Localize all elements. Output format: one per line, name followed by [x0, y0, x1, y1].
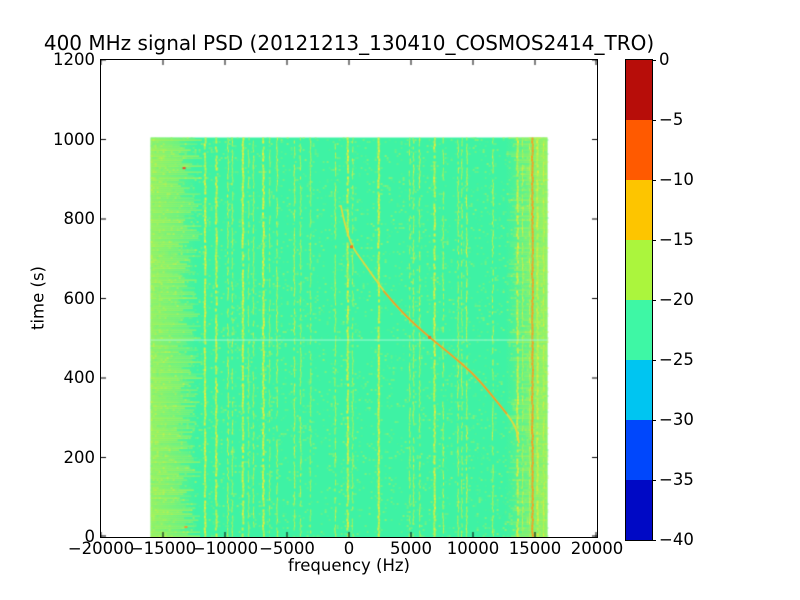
y-tick-label: 1200 [53, 50, 95, 69]
y-tick-label: 800 [63, 209, 96, 228]
y-tick-label: 200 [63, 447, 96, 467]
colorbar-tick-label: −5 [659, 110, 684, 129]
colorbar-tick-label: 0 [659, 50, 670, 69]
colorbar-tick [652, 180, 656, 181]
colorbar-segment [626, 300, 652, 360]
y-tick-label: 600 [63, 288, 96, 308]
colorbar-tick [652, 240, 656, 241]
colorbar-tick [652, 480, 656, 481]
y-tick-label: 1000 [53, 129, 95, 149]
colorbar-tick [652, 120, 656, 121]
colorbar-tick-label: −35 [659, 470, 694, 489]
spectrogram-heatmap [100, 59, 598, 538]
colorbar-segment [626, 480, 652, 540]
x-tick-label: −10000 [191, 539, 259, 558]
x-tick-label: 20000 [570, 539, 624, 558]
colorbar-segment [626, 180, 652, 240]
colorbar-tick [652, 360, 656, 361]
colorbar-tick [652, 300, 656, 301]
x-tick-label: −5000 [259, 539, 315, 558]
colorbar-tick-label: −40 [659, 530, 694, 549]
colorbar-tick-label: −10 [659, 170, 694, 189]
colorbar-segment [626, 360, 652, 420]
colorbar-tick-label: −30 [659, 410, 694, 429]
colorbar-segment [626, 120, 652, 180]
colorbar [625, 59, 653, 541]
x-axis-label: frequency (Hz) [288, 556, 410, 575]
colorbar-tick [652, 420, 656, 421]
colorbar-tick [652, 60, 656, 61]
plot-title: 400 MHz signal PSD (20121213_130410_COSM… [43, 31, 655, 55]
colorbar-tick-label: −20 [659, 290, 694, 309]
x-tick-label: −15000 [129, 539, 197, 558]
x-tick-label: 15000 [508, 539, 562, 558]
colorbar-tick [652, 540, 656, 541]
y-tick-label: 0 [84, 527, 96, 546]
colorbar-segment [626, 240, 652, 300]
x-tick-label: −20000 [67, 539, 135, 558]
x-tick-label: 5000 [390, 539, 432, 558]
colorbar-tick-label: −25 [659, 350, 694, 369]
colorbar-segment [626, 60, 652, 120]
x-tick-label: 0 [343, 539, 355, 558]
colorbar-tick-label: −15 [659, 230, 694, 249]
y-tick-label: 400 [63, 368, 96, 387]
colorbar-segment [626, 420, 652, 480]
x-tick-label: 10000 [446, 539, 500, 558]
